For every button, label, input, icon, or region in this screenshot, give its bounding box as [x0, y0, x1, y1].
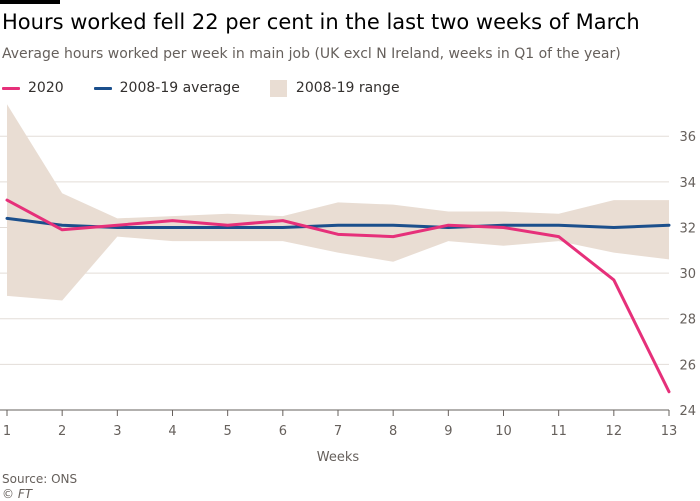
legend-label-average: 2008-19 average [119, 80, 240, 96]
legend-swatch-range [269, 79, 287, 97]
y-tick-label: 26 [679, 358, 696, 373]
y-tick-label: 24 [679, 404, 696, 419]
y-tick-label: 34 [679, 176, 696, 191]
y-tick-label: 28 [679, 313, 696, 328]
chart-subtitle: Average hours worked per week in main jo… [2, 46, 621, 62]
x-tick-label: 11 [550, 424, 567, 439]
x-tick-label: 1 [3, 424, 11, 439]
y-tick-label: 36 [679, 130, 696, 145]
range-band-layer [7, 104, 669, 301]
chart-title: Hours worked fell 22 per cent in the las… [2, 10, 640, 34]
x-axis-title: Weeks [317, 450, 360, 465]
legend-label-range: 2008-19 range [295, 80, 400, 96]
x-tick-label: 9 [444, 424, 452, 439]
x-tick-label: 4 [168, 424, 176, 439]
source-note: Source: ONS [2, 472, 78, 486]
series-lines [5, 198, 671, 394]
y-axis-ticks: 24 26 28 30 32 34 36 [679, 130, 696, 419]
legend-label-2020: 2020 [28, 80, 64, 96]
x-axis-ticks: 1 2 3 4 5 6 7 8 9 10 11 12 13 [3, 410, 677, 439]
gridlines [0, 135, 669, 411]
x-tick-label: 7 [334, 424, 342, 439]
x-tick-label: 13 [661, 424, 678, 439]
series-line-2020 [5, 198, 671, 394]
legend-swatch-average [93, 86, 112, 90]
range-band-2008-19 [7, 104, 669, 301]
x-tick-label: 8 [389, 424, 397, 439]
legend: 2020 2008-19 average 2008-19 range [2, 78, 430, 98]
legend-item-range: 2008-19 range [269, 79, 400, 97]
x-tick-label: 3 [113, 424, 121, 439]
x-tick-label: 6 [279, 424, 287, 439]
x-tick-label: 10 [495, 424, 512, 439]
y-tick-label: 30 [679, 267, 696, 282]
x-tick-label: 2 [58, 424, 66, 439]
top-rule [0, 0, 60, 4]
legend-item-2020: 2020 [2, 80, 64, 96]
y-tick-label: 32 [679, 221, 696, 236]
legend-item-average: 2008-19 average [93, 80, 240, 96]
x-tick-label: 12 [606, 424, 623, 439]
legend-swatch-2020 [2, 86, 20, 90]
x-tick-label: 5 [224, 424, 232, 439]
credit-note: © FT [2, 487, 33, 501]
series-line-2008-19-average [5, 216, 671, 229]
